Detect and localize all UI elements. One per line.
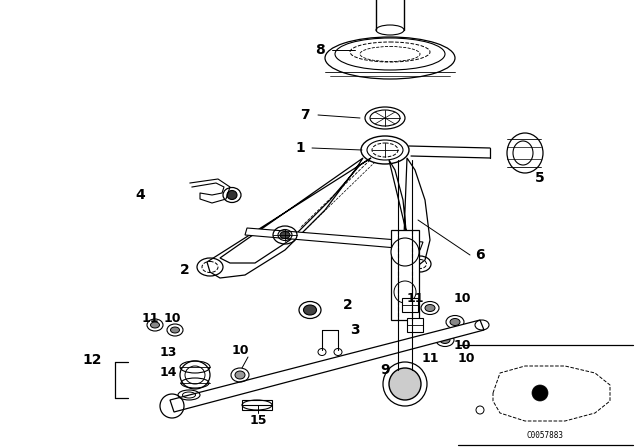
Text: 7: 7	[300, 108, 310, 122]
Ellipse shape	[440, 336, 450, 344]
Text: 10: 10	[231, 344, 249, 357]
Text: 5: 5	[535, 171, 545, 185]
Text: 2: 2	[180, 263, 190, 277]
Text: 15: 15	[249, 414, 267, 426]
Text: C0057883: C0057883	[527, 431, 563, 440]
Ellipse shape	[425, 305, 435, 311]
Text: 10: 10	[453, 292, 471, 305]
Polygon shape	[245, 228, 423, 250]
Text: 9: 9	[380, 363, 390, 377]
Circle shape	[389, 368, 421, 400]
Text: 6: 6	[475, 248, 485, 262]
Text: 10: 10	[453, 339, 471, 352]
Polygon shape	[402, 298, 418, 312]
Text: 12: 12	[83, 353, 102, 367]
Circle shape	[532, 385, 548, 401]
Text: 14: 14	[159, 366, 177, 379]
Text: 8: 8	[315, 43, 325, 57]
Text: 3: 3	[350, 323, 360, 337]
Ellipse shape	[280, 232, 290, 238]
Ellipse shape	[394, 281, 416, 303]
Text: 11: 11	[406, 292, 424, 305]
Ellipse shape	[227, 190, 237, 199]
Text: 10: 10	[457, 352, 475, 365]
Text: 13: 13	[159, 345, 177, 358]
Ellipse shape	[150, 322, 159, 328]
Ellipse shape	[170, 327, 179, 333]
Ellipse shape	[303, 305, 317, 315]
Bar	[391, 230, 419, 320]
Text: 11: 11	[141, 311, 159, 324]
Ellipse shape	[391, 238, 419, 266]
Text: 2: 2	[343, 298, 353, 312]
Text: 4: 4	[135, 188, 145, 202]
Text: 1: 1	[295, 141, 305, 155]
Polygon shape	[407, 318, 423, 332]
Text: 11: 11	[421, 352, 439, 365]
Bar	[242, 400, 272, 410]
Text: 10: 10	[163, 311, 180, 324]
Polygon shape	[170, 320, 484, 412]
Ellipse shape	[450, 319, 460, 326]
Ellipse shape	[235, 371, 245, 379]
Polygon shape	[207, 158, 371, 278]
Polygon shape	[389, 158, 430, 268]
